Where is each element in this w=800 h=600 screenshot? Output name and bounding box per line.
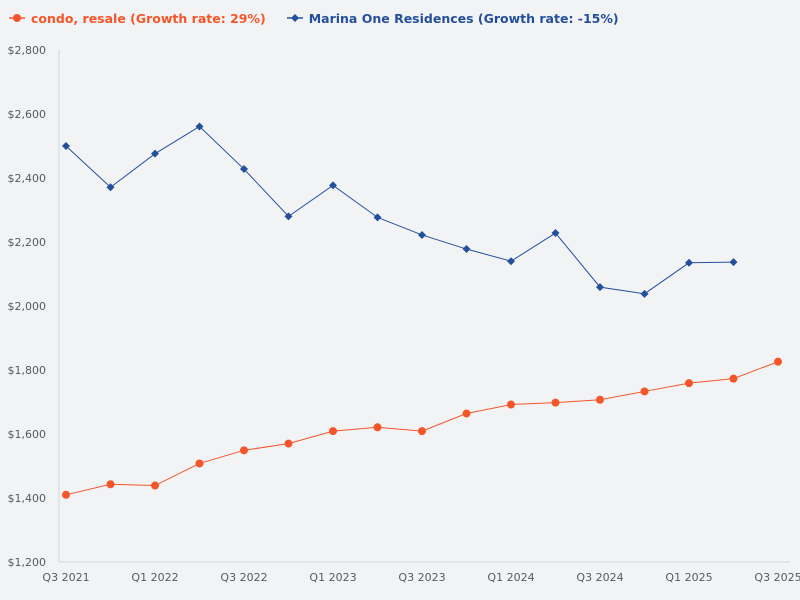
data-point[interactable] (151, 149, 159, 158)
x-tick-label: Q1 2023 (309, 571, 356, 584)
data-point[interactable] (551, 229, 560, 238)
series-0 (62, 357, 782, 499)
data-point[interactable] (418, 230, 426, 239)
data-point[interactable] (329, 181, 337, 190)
data-point[interactable] (195, 122, 204, 131)
chart-legend: condo, resale (Growth rate: 29%) Marina … (8, 8, 619, 28)
x-tick-label: Q3 2021 (42, 571, 89, 584)
legend-marker-condo-resale (9, 14, 25, 22)
data-point[interactable] (240, 446, 248, 455)
data-point[interactable] (195, 459, 204, 468)
data-point[interactable] (729, 258, 738, 267)
data-point[interactable] (551, 398, 560, 407)
legend-marker-marina-one (286, 14, 303, 22)
data-point[interactable] (151, 481, 159, 490)
y-tick-label: $1,800 (8, 364, 47, 377)
y-tick-label: $1,200 (8, 556, 47, 569)
legend-label-condo-resale: condo, resale (Growth rate: 29%) (31, 10, 266, 26)
series-1 (62, 122, 738, 298)
data-point[interactable] (729, 374, 738, 383)
data-point[interactable] (596, 395, 604, 404)
data-point[interactable] (240, 165, 248, 174)
y-tick-label: $2,000 (8, 300, 47, 313)
data-point[interactable] (462, 245, 471, 254)
data-point[interactable] (106, 183, 115, 192)
data-point[interactable] (284, 212, 293, 221)
data-point[interactable] (329, 427, 337, 436)
legend-item-marina-one[interactable]: Marina One Residences (Growth rate: -15%… (286, 11, 619, 26)
series-layer (62, 122, 782, 499)
y-tick-label: $2,800 (8, 44, 47, 57)
data-point[interactable] (774, 357, 782, 366)
y-tick-label: $2,600 (8, 108, 47, 121)
data-point[interactable] (685, 258, 693, 267)
data-point[interactable] (507, 400, 515, 409)
x-tick-label: Q3 2024 (576, 571, 623, 584)
x-tick-label: Q1 2025 (665, 571, 712, 584)
y-tick-label: $1,400 (8, 492, 47, 505)
data-point[interactable] (640, 289, 649, 298)
legend-item-condo-resale[interactable]: condo, resale (Growth rate: 29%) (8, 11, 266, 26)
data-point[interactable] (640, 387, 649, 396)
x-tick-label: Q1 2022 (131, 571, 178, 584)
data-point[interactable] (106, 480, 115, 489)
data-point[interactable] (507, 257, 515, 266)
data-point[interactable] (418, 427, 426, 436)
data-point[interactable] (373, 213, 382, 222)
series-line (65, 125, 734, 295)
data-point[interactable] (685, 379, 693, 388)
data-point[interactable] (462, 409, 471, 418)
data-point[interactable] (62, 142, 70, 150)
data-point[interactable] (596, 283, 604, 292)
y-tick-label: $2,400 (8, 172, 47, 185)
x-axis-labels: Q3 2021 Q1 2022 Q3 2022 Q1 2023 Q3 2023 Q1 20… (42, 571, 800, 584)
data-point[interactable] (284, 439, 293, 448)
x-tick-label: Q3 2023 (398, 571, 445, 584)
data-point[interactable] (373, 423, 382, 432)
legend-label-marina-one: Marina One Residences (Growth rate: -15%… (308, 10, 619, 26)
x-tick-label: Q3 2022 (220, 571, 267, 584)
y-axis-labels: $1,200 $1,400 $1,600 $1,800 $2,000 $2,200 $2,4… (8, 44, 47, 569)
data-point[interactable] (62, 490, 70, 499)
y-tick-label: $1,600 (8, 428, 47, 441)
x-tick-label: Q3 2025 (754, 571, 800, 584)
x-tick-label: Q1 2024 (487, 571, 534, 584)
y-tick-label: $2,200 (8, 236, 47, 249)
